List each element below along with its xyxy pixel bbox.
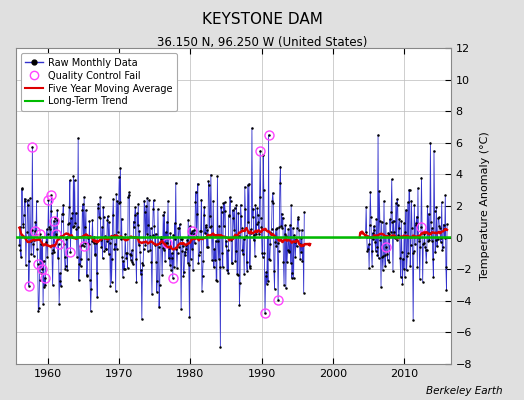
Y-axis label: Temperature Anomaly (°C): Temperature Anomaly (°C) xyxy=(481,132,490,280)
Text: 36.150 N, 96.250 W (United States): 36.150 N, 96.250 W (United States) xyxy=(157,36,367,49)
Text: KEYSTONE DAM: KEYSTONE DAM xyxy=(202,12,322,27)
Legend: Raw Monthly Data, Quality Control Fail, Five Year Moving Average, Long-Term Tren: Raw Monthly Data, Quality Control Fail, … xyxy=(20,53,177,111)
Text: Berkeley Earth: Berkeley Earth xyxy=(427,386,503,396)
